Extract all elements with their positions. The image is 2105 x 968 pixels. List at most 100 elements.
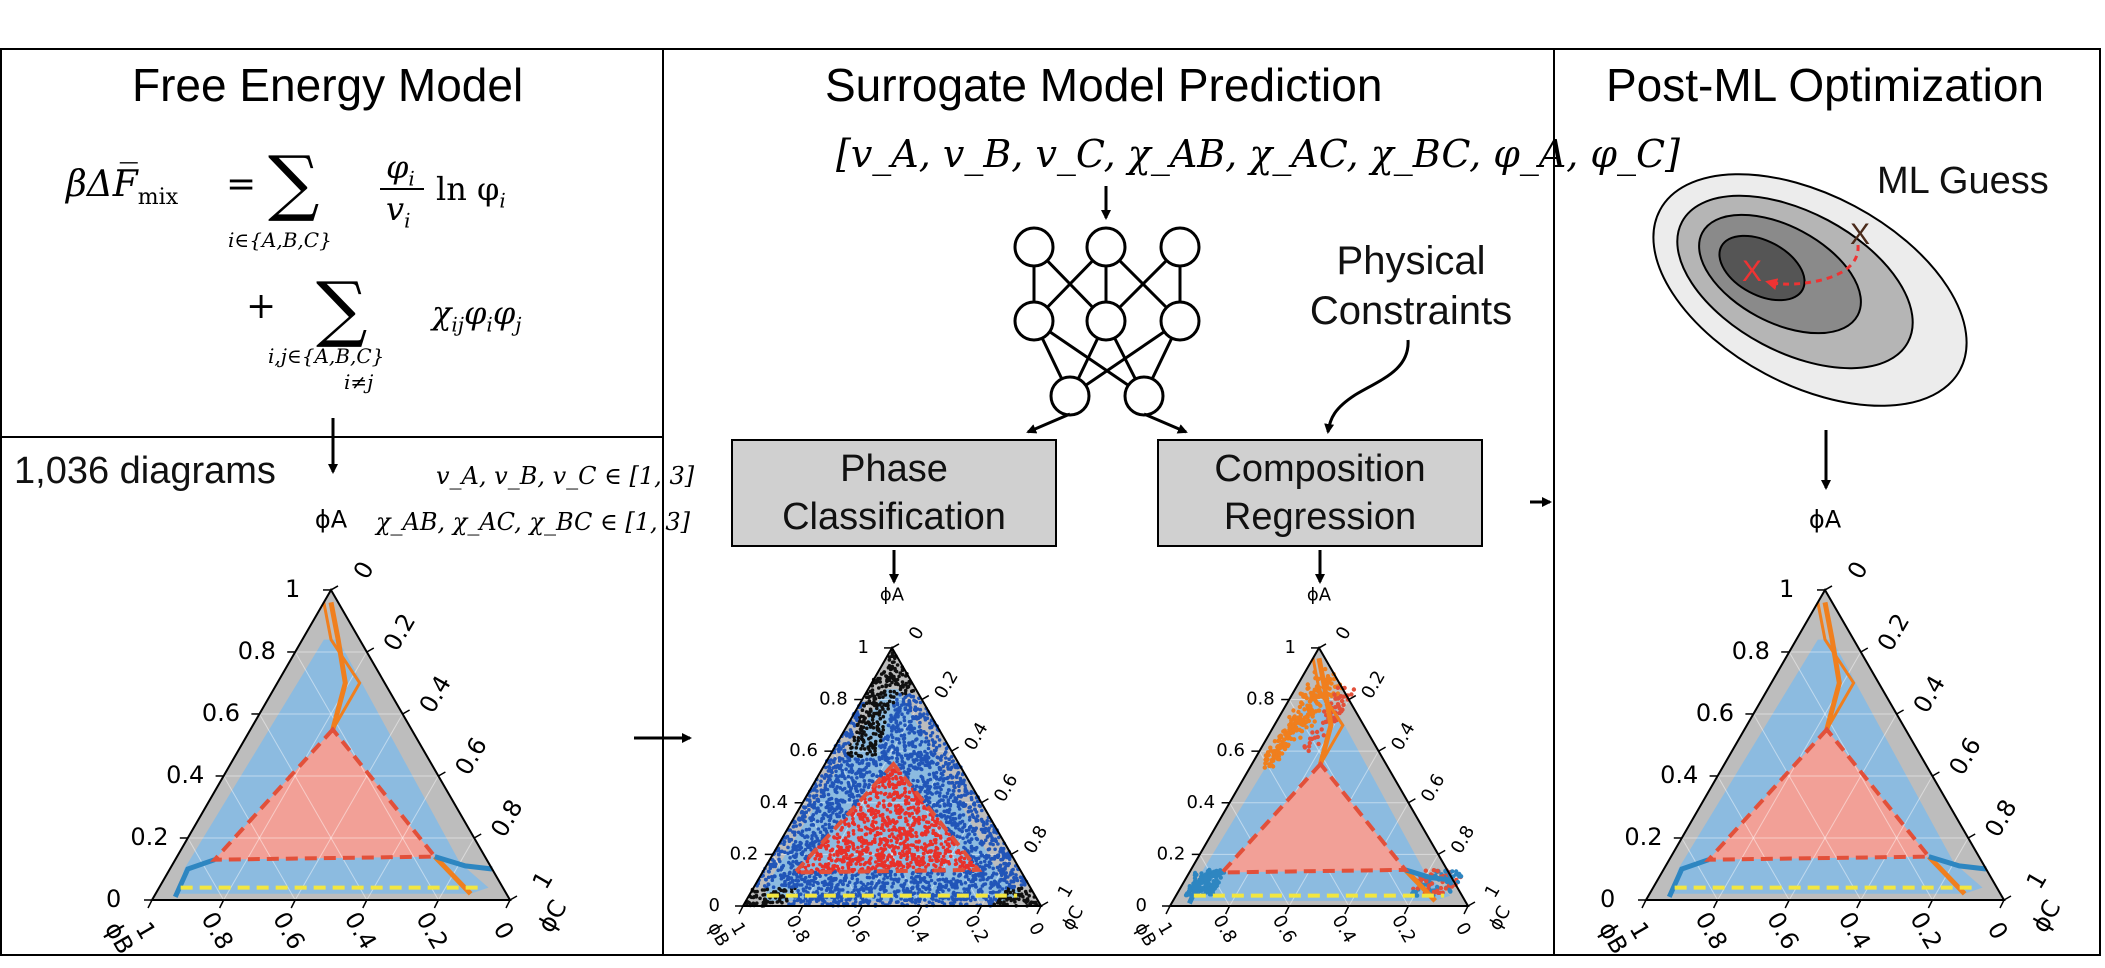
scatter-point bbox=[856, 836, 861, 840]
scatter-point bbox=[927, 900, 932, 905]
grid-line bbox=[294, 713, 404, 901]
scatter-point bbox=[878, 856, 882, 860]
phi-c-tick-label: 0.2 bbox=[378, 609, 421, 656]
scatter-point bbox=[934, 791, 938, 795]
scatter-point bbox=[1194, 872, 1199, 877]
scatter-point bbox=[814, 793, 819, 798]
scatter-point bbox=[866, 882, 870, 886]
scatter-point bbox=[875, 881, 879, 886]
scatter-point bbox=[911, 716, 915, 721]
scatter-point bbox=[812, 831, 817, 836]
axis-tick bbox=[976, 905, 983, 915]
scatter-point bbox=[858, 851, 862, 856]
scatter-point bbox=[889, 838, 893, 843]
scatter-point bbox=[869, 806, 873, 811]
scatter-point bbox=[800, 833, 804, 837]
scatter-point bbox=[847, 797, 852, 802]
scatter-point bbox=[883, 785, 887, 790]
scatter-point bbox=[944, 746, 949, 751]
scatter-point bbox=[970, 813, 975, 817]
scatter-point bbox=[881, 856, 885, 860]
scatter-point bbox=[987, 826, 991, 831]
scatter-point bbox=[923, 848, 928, 853]
scatter-point bbox=[978, 850, 983, 855]
scatter-point bbox=[855, 776, 859, 780]
scatter-point bbox=[882, 689, 887, 694]
scatter-point bbox=[919, 857, 923, 861]
scatter-point bbox=[855, 794, 860, 798]
binodal-line bbox=[1816, 602, 1856, 731]
scatter-point bbox=[947, 862, 952, 866]
scatter-point bbox=[881, 714, 886, 719]
scatter-point bbox=[846, 831, 851, 835]
scatter-point bbox=[895, 862, 899, 867]
scatter-point bbox=[882, 877, 886, 881]
scatter-point bbox=[1424, 879, 1429, 884]
scatter-point bbox=[1003, 889, 1008, 894]
scatter-point bbox=[912, 815, 916, 820]
scatter-point bbox=[808, 794, 812, 798]
scatter-point bbox=[774, 862, 778, 866]
scatter-point bbox=[895, 697, 899, 702]
scatter-point bbox=[956, 794, 961, 799]
scatter-point bbox=[836, 887, 840, 891]
scatter-point bbox=[901, 766, 906, 770]
axis-tick bbox=[1318, 643, 1327, 649]
scatter-point bbox=[871, 715, 875, 719]
scatter-point bbox=[893, 666, 897, 671]
scatter-point bbox=[971, 877, 976, 881]
scatter-point bbox=[935, 846, 940, 851]
scatter-point bbox=[863, 825, 868, 830]
scatter-point bbox=[776, 868, 780, 873]
scatter-point bbox=[899, 836, 903, 840]
scatter-point bbox=[937, 887, 941, 891]
scatter-point bbox=[966, 889, 971, 893]
scatter-point bbox=[783, 881, 787, 885]
scatter-point bbox=[980, 808, 984, 813]
phi-a-tick-label: 0 bbox=[708, 895, 719, 916]
scatter-point bbox=[948, 849, 952, 854]
scatter-point bbox=[987, 865, 992, 869]
scatter-point bbox=[949, 881, 953, 885]
scatter-point bbox=[920, 862, 925, 867]
scatter-point bbox=[947, 757, 951, 761]
scatter-point bbox=[856, 802, 861, 807]
scatter-point bbox=[893, 872, 898, 877]
scatter-point bbox=[1438, 885, 1444, 891]
scatter-point bbox=[798, 845, 803, 849]
scatter-point bbox=[976, 888, 981, 893]
scatter-point bbox=[961, 836, 965, 841]
scatter-point bbox=[881, 880, 885, 885]
scatter-point bbox=[828, 807, 833, 812]
phi-c-tick-label: 1 bbox=[1481, 881, 1505, 901]
scatter-point bbox=[880, 743, 885, 748]
scatter-point bbox=[855, 717, 859, 721]
scatter-point bbox=[827, 876, 831, 881]
scatter-point bbox=[1001, 855, 1006, 860]
axis-tick bbox=[1284, 905, 1290, 915]
scatter-point bbox=[989, 897, 993, 901]
phi-c-tick-label: 0.2 bbox=[1872, 609, 1915, 656]
axis-tick bbox=[290, 899, 296, 909]
phi-a-tick-label: 0.6 bbox=[789, 740, 818, 761]
scatter-point bbox=[887, 776, 891, 781]
scatter-point bbox=[827, 822, 831, 827]
scatter-point bbox=[836, 896, 840, 900]
scatter-point bbox=[807, 802, 812, 807]
scatter-point bbox=[858, 887, 863, 892]
scatter-point bbox=[836, 779, 841, 783]
scatter-point bbox=[869, 812, 874, 817]
scatter-point bbox=[939, 836, 943, 840]
scatter-point bbox=[839, 809, 844, 813]
scatter-point bbox=[903, 682, 908, 687]
scatter-point bbox=[868, 741, 873, 745]
scatter-point bbox=[1012, 875, 1016, 880]
scatter-point bbox=[850, 770, 854, 775]
post-ml-title: Post-ML Optimization bbox=[1606, 59, 2044, 111]
scatter-point bbox=[987, 899, 991, 904]
scatter-point bbox=[881, 863, 886, 868]
regression-line: Regression bbox=[1223, 496, 1417, 538]
phi-c-tick-label: 0.4 bbox=[1387, 719, 1420, 754]
scatter-point bbox=[963, 881, 968, 885]
scatter-point bbox=[932, 751, 937, 756]
